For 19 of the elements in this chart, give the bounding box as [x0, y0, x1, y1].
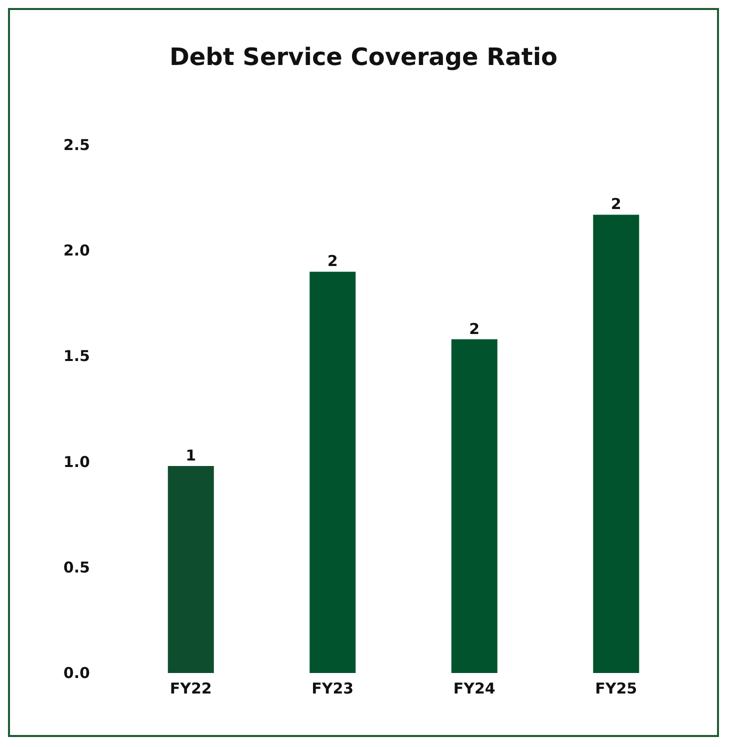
y-tick-label: 1.5	[63, 347, 90, 366]
bar	[451, 339, 498, 673]
x-tick-label: FY23	[312, 680, 354, 698]
x-tick-label: FY22	[170, 680, 212, 698]
data-label: 1	[186, 446, 196, 465]
y-tick-label: 0.5	[63, 558, 90, 576]
x-tick-label: FY24	[453, 680, 496, 698]
bar	[310, 272, 356, 673]
bar	[168, 466, 214, 673]
y-tick-label: 2.0	[63, 242, 90, 260]
y-tick-label: 1.0	[63, 452, 90, 471]
chart-title: Debt Service Coverage Ratio	[169, 43, 558, 71]
y-tick-label: 0.0	[63, 664, 90, 682]
data-label: 2	[469, 320, 480, 338]
y-tick-label: 2.5	[63, 136, 90, 154]
bar	[593, 214, 640, 673]
data-label: 2	[610, 195, 622, 214]
x-tick-label: FY25	[595, 680, 638, 698]
data-label: 2	[327, 252, 338, 270]
